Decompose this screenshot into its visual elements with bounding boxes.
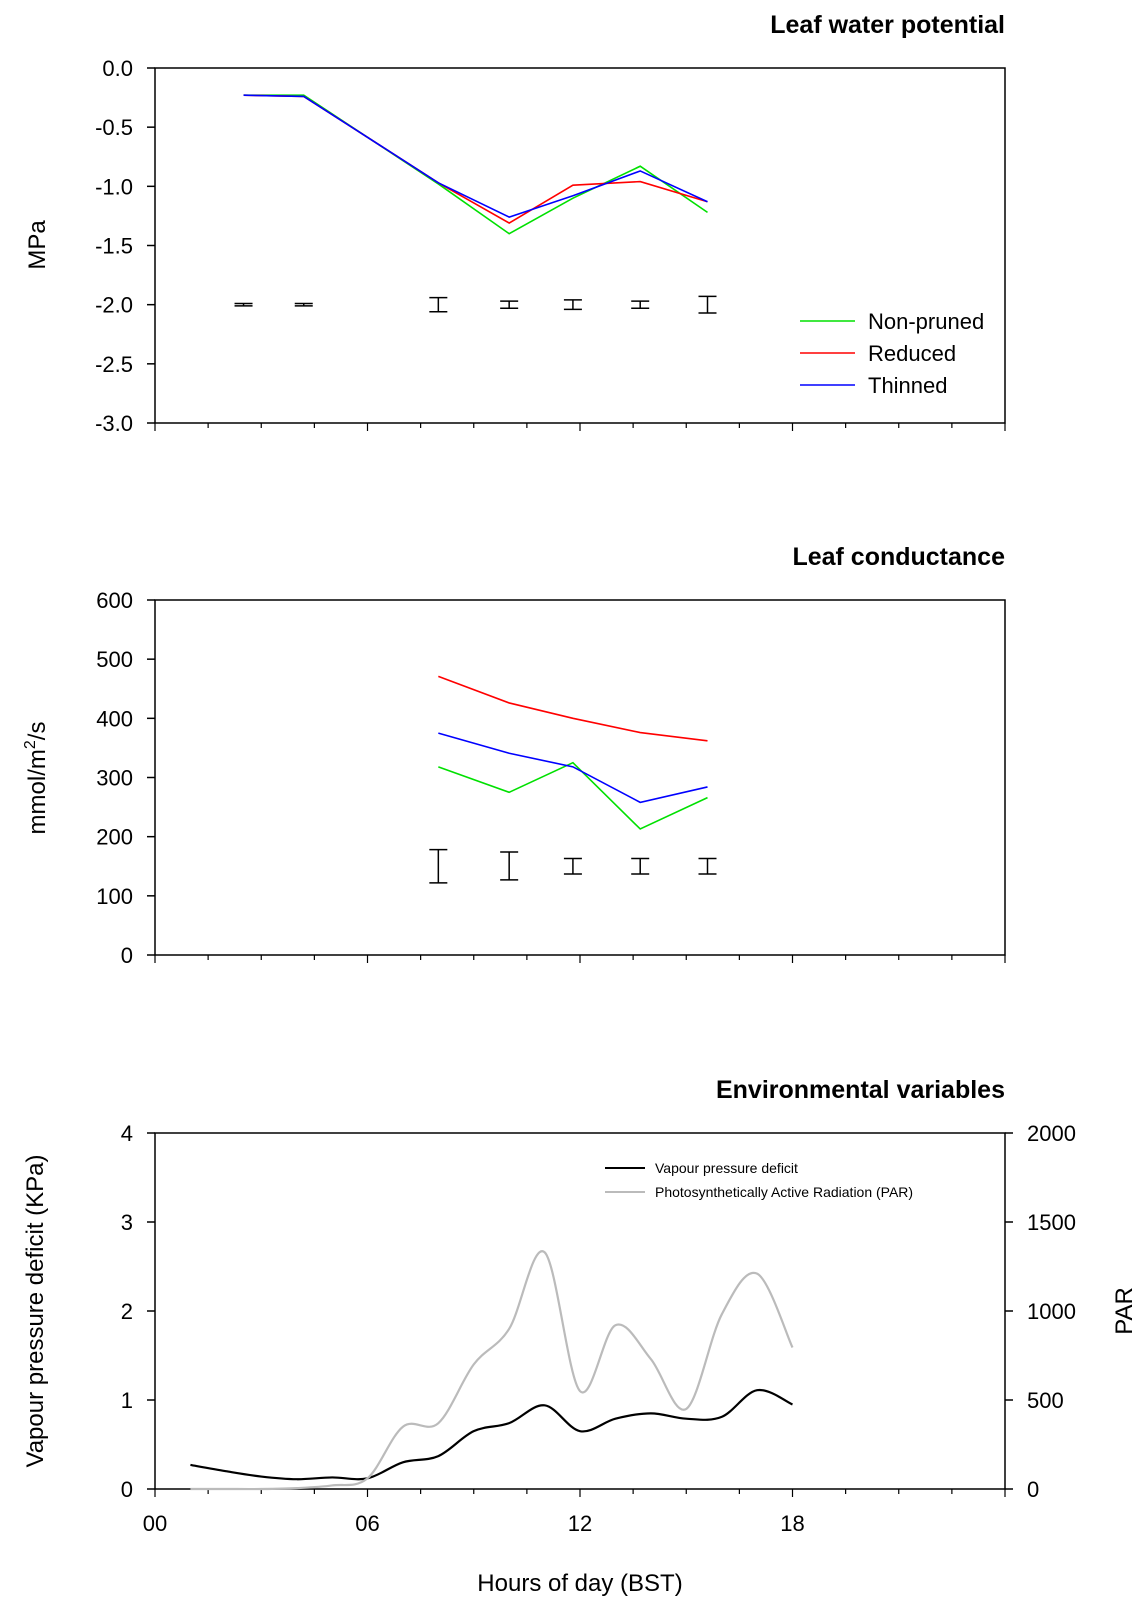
y-tick-label: 3	[121, 1210, 133, 1235]
legend-label-thinned: Thinned	[868, 373, 948, 398]
x-tick-label: 06	[355, 1511, 379, 1536]
y-axis-label-tail: /s	[24, 722, 51, 741]
y-axis-label-main: mmol/m	[24, 749, 51, 834]
y-tick-label: 0	[121, 943, 133, 968]
y-axis-label-par: PAR	[1111, 1287, 1138, 1335]
y-tick-label: 600	[96, 588, 133, 613]
series-line-non-pruned	[243, 94, 708, 235]
y-tick-label: -2.5	[95, 352, 133, 377]
plot-frame	[154, 599, 1006, 956]
y-tick-label: -0.5	[95, 115, 133, 140]
y-tick-label: 500	[96, 647, 133, 672]
y-tick-label: 100	[96, 884, 133, 909]
y-axis-label-superscript: 2	[22, 740, 39, 749]
y-axis-label-conductance: mmol/m2/s	[22, 722, 51, 835]
y-right-tick-label: 1500	[1027, 1210, 1076, 1235]
legend: Vapour pressure deficit Photosynthetical…	[605, 1160, 913, 1200]
series-line-photosynthetically-active-radiation-par	[190, 1250, 794, 1491]
series-line-non-pruned	[438, 761, 708, 830]
legend-label-par: Photosynthetically Active Radiation (PAR…	[655, 1184, 913, 1200]
leaf-conductance-panel: Leaf conductance 0 100 200 300 400 500 600 mmo…	[22, 543, 1006, 968]
chart-title-leaf-water-potential: Leaf water potential	[770, 11, 1005, 39]
y-tick-label: -1.0	[95, 174, 133, 199]
x-tick-label: 12	[568, 1511, 592, 1536]
y-right-tick-label: 1000	[1027, 1299, 1076, 1324]
y-tick-label: 0	[121, 1477, 133, 1502]
legend-label-non-pruned: Non-pruned	[868, 309, 984, 334]
y-tick-label: 1	[121, 1388, 133, 1413]
series-line-vapour-pressure-deficit	[190, 1389, 793, 1481]
chart-title-environmental-variables: Environmental variables	[716, 1076, 1005, 1104]
y-tick-label: 2	[121, 1299, 133, 1324]
y-right-tick-label: 0	[1027, 1477, 1039, 1502]
y-tick-label: 300	[96, 766, 133, 791]
leaf-water-potential-panel: Leaf water potential 0.0 -0.5 -1.0 -1.5 -2.0…	[24, 11, 1006, 436]
chart-title-leaf-conductance: Leaf conductance	[792, 543, 1005, 571]
y-tick-label: -2.0	[95, 293, 133, 318]
legend-label-reduced: Reduced	[868, 341, 956, 366]
series-line-reduced	[243, 94, 708, 224]
y-tick-label: 4	[121, 1121, 133, 1146]
y-right-tick-label: 2000	[1027, 1121, 1076, 1146]
y-tick-label: -1.5	[95, 234, 133, 259]
y-tick-label: 200	[96, 825, 133, 850]
plot-frame	[154, 67, 1006, 424]
y-axis-label-vpd: Vapour pressure deficit (KPa)	[22, 1154, 49, 1467]
legend: Non-pruned Reduced Thinned	[800, 309, 984, 398]
y-axis-label-mpa: MPa	[24, 220, 51, 270]
y-right-tick-label: 500	[1027, 1388, 1064, 1413]
y-tick-label: -3.0	[95, 411, 133, 436]
series-line-thinned	[438, 732, 708, 804]
series-line-thinned	[243, 94, 708, 218]
x-tick-label: 18	[780, 1511, 804, 1536]
series-line-reduced	[438, 675, 708, 742]
y-tick-label: 400	[96, 706, 133, 731]
x-axis-label-hours: Hours of day (BST)	[477, 1570, 682, 1597]
x-tick-label: 00	[143, 1511, 167, 1536]
legend-label-vpd: Vapour pressure deficit	[655, 1160, 798, 1176]
y-tick-label: 0.0	[102, 56, 133, 81]
